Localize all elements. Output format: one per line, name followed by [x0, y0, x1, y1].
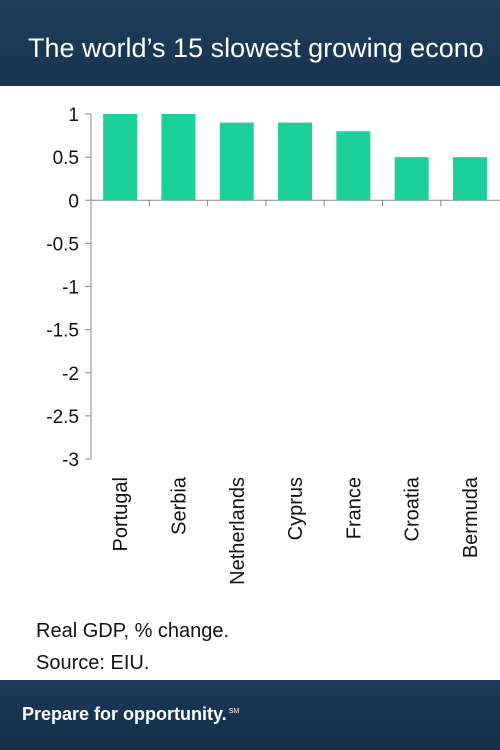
y-tick-label: 1 [68, 105, 79, 126]
y-tick-label: 0 [68, 191, 79, 212]
bar [278, 122, 313, 201]
service-mark: SM [228, 708, 240, 715]
y-tick-label: 0.5 [53, 148, 79, 169]
tagline-text: Prepare for opportunity. [22, 704, 227, 724]
chart-note: Real GDP, % change. [36, 620, 230, 642]
footer-banner: Prepare for opportunity. SM [0, 680, 500, 750]
bar-chart: 1 0.5 0 -0.5 -1 -1.5 -2 -2.5 -3 Portugal Serbia Net… [0, 86, 500, 616]
bar [336, 131, 371, 201]
x-category-label: Serbia [168, 476, 190, 535]
x-category-label: Portugal [110, 477, 132, 552]
y-tick-label: -2 [62, 364, 79, 385]
tagline: Prepare for opportunity. SM [22, 704, 239, 725]
y-tick-label: -2.5 [46, 407, 79, 428]
x-category-label: Cyprus [285, 477, 307, 540]
x-category-label: Croatia [402, 476, 424, 541]
y-tick-label: -1.5 [46, 321, 79, 342]
bar [219, 122, 254, 201]
x-category-label: France [343, 477, 365, 539]
y-tick-label: -3 [62, 450, 79, 471]
bar [452, 157, 487, 201]
chart-canvas: 1 0.5 0 -0.5 -1 -1.5 -2 -2.5 -3 Portugal Serbia Net… [46, 105, 500, 585]
bar [161, 114, 196, 201]
chart-source: Source: EIU. [36, 652, 150, 674]
x-category-label: Netherlands [227, 477, 249, 585]
bar [394, 157, 429, 201]
y-tick-label: -0.5 [46, 234, 79, 255]
y-tick-label: -1 [62, 278, 79, 299]
x-category-label: Bermuda [460, 476, 482, 558]
header-banner: The world’s 15 slowest growing econo [0, 0, 500, 86]
chart-title: The world’s 15 slowest growing econo [28, 33, 484, 63]
bar [103, 114, 138, 201]
